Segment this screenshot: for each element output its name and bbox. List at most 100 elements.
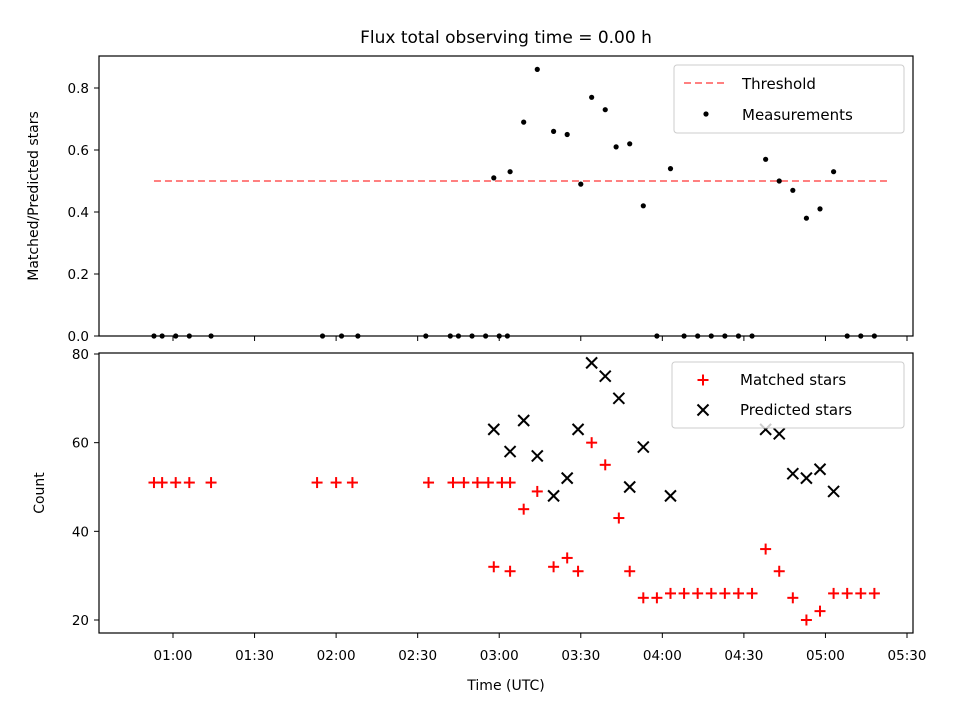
matched-star-marker	[471, 477, 483, 489]
chart-title: Flux total observing time = 0.00 h	[360, 28, 652, 48]
measurement-point	[589, 94, 595, 100]
matched-star-marker	[599, 459, 611, 471]
matched-star-marker	[311, 477, 323, 489]
matched-star-marker	[183, 477, 195, 489]
matched-star-marker	[488, 561, 500, 573]
matched-star-marker	[705, 587, 717, 599]
bottom-y-tick-label: 60	[72, 436, 89, 452]
matched-star-marker	[518, 503, 530, 515]
matched-star-marker	[719, 587, 731, 599]
predicted-star-marker-b	[612, 392, 626, 405]
predicted-star-marker	[585, 356, 598, 370]
x-axis-label: Time (UTC)	[466, 678, 544, 694]
bottom-legend: Matched stars Predicted stars	[671, 361, 905, 429]
matched-star-marker	[746, 587, 758, 599]
top-y-tick-label: 0.2	[68, 267, 89, 283]
matched-star-marker	[800, 614, 812, 626]
matched-star-marker	[773, 565, 785, 577]
measurement-point	[627, 141, 633, 147]
predicted-star-marker-b	[503, 445, 517, 458]
predicted-star-marker	[547, 489, 560, 503]
bottom-legend-box	[671, 361, 905, 429]
matched-star-marker	[531, 485, 543, 497]
measurement-point	[763, 156, 769, 162]
top-y-tick-label: 0.8	[68, 81, 89, 97]
measurement-point	[564, 131, 570, 138]
matched-star-marker	[624, 565, 636, 577]
predicted-star-marker-b	[571, 423, 585, 436]
predicted-star-marker	[800, 471, 813, 485]
predicted-star-marker	[487, 423, 500, 436]
matched-star-marker	[572, 565, 584, 577]
measurement-point	[521, 119, 527, 125]
x-tick-label: 04:30	[724, 648, 763, 664]
matched-star-marker	[678, 587, 690, 599]
matched-star-marker	[330, 477, 342, 489]
top-legend-box	[673, 64, 905, 134]
matched-star-marker	[855, 587, 867, 599]
predicted-star-marker-b	[547, 489, 560, 503]
measurement-point	[613, 144, 619, 150]
predicted-star-marker	[664, 489, 677, 503]
predicted-star-marker-b	[800, 471, 813, 485]
matched-star-marker	[548, 561, 560, 573]
measurement-point	[602, 107, 608, 113]
predicted-star-marker-b	[487, 423, 500, 436]
top-axes: 0.0 0.2 0.4 0.6 0.8	[68, 81, 908, 345]
matched-star-marker	[787, 592, 799, 604]
predicted-star-marker-b	[786, 467, 800, 480]
top-legend: Threshold Measurements	[673, 64, 905, 134]
matched-star-marker	[458, 477, 470, 489]
legend-matched-marker	[697, 374, 709, 386]
matched-star-marker	[423, 477, 435, 489]
measurement-point	[817, 206, 823, 212]
matched-star-marker	[170, 477, 182, 489]
measurement-point	[507, 169, 513, 175]
measurement-point	[790, 187, 796, 193]
matched-star-marker	[205, 477, 217, 489]
measurement-point	[550, 128, 557, 134]
legend-predicted-marker-b	[696, 403, 710, 417]
measurement-point	[578, 181, 584, 187]
x-tick-label: 05:00	[806, 648, 845, 664]
predicted-star-marker	[599, 369, 612, 383]
legend-predicted-marker	[696, 403, 710, 417]
x-tick-label: 02:00	[317, 648, 356, 664]
top-y-axis-label: Matched/Predicted stars	[26, 111, 42, 281]
predicted-star-marker	[517, 414, 530, 427]
matched-star-marker	[637, 592, 649, 604]
matched-star-marker	[504, 477, 516, 489]
predicted-star-marker	[637, 440, 650, 454]
predicted-star-marker	[531, 449, 544, 463]
predicted-star-marker-b	[585, 356, 598, 370]
predicted-star-marker	[786, 467, 800, 480]
predicted-star-marker	[773, 427, 786, 441]
x-tick-label: 01:00	[154, 648, 193, 664]
matched-star-marker	[692, 587, 704, 599]
top-y-tick-label: 0.6	[68, 143, 89, 159]
predicted-star-marker-b	[531, 449, 544, 463]
x-tick-label: 01:30	[235, 648, 274, 664]
matched-star-marker	[156, 477, 168, 489]
matched-star-marker	[651, 592, 663, 604]
predicted-star-marker	[571, 423, 585, 436]
bottom-y-axis-label: Count	[32, 472, 48, 514]
matched-star-marker	[613, 512, 625, 524]
predicted-star-marker-b	[827, 485, 840, 498]
predicted-star-marker	[813, 463, 827, 476]
bottom-y-tick-label: 40	[72, 524, 89, 540]
predicted-star-marker-b	[637, 440, 650, 454]
matched-star-marker	[732, 587, 744, 599]
matched-star-marker	[868, 587, 880, 599]
x-tick-label: 04:00	[643, 648, 682, 664]
legend-measurements-swatch	[703, 111, 709, 117]
legend-matched-label: Matched stars	[740, 371, 846, 389]
predicted-star-marker-b	[623, 480, 636, 494]
predicted-star-marker-b	[560, 471, 574, 485]
bottom-plot-marks	[148, 356, 880, 626]
matched-star-marker	[760, 543, 772, 555]
matched-star-marker	[482, 477, 494, 489]
x-tick-label: 05:30	[888, 648, 927, 664]
bottom-axes: 20 40 60 80 01:00 01:30 02:00 02:30 03:00 03:30 04…	[72, 347, 927, 664]
bottom-plot-frame	[98, 352, 914, 634]
